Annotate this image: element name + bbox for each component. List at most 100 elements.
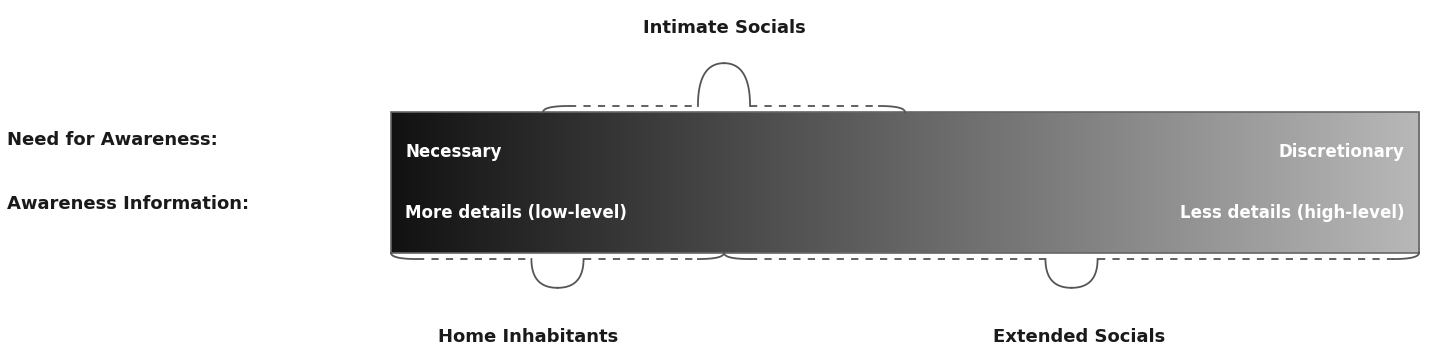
Bar xyxy=(445,112,447,253)
Bar xyxy=(450,112,453,253)
Bar xyxy=(1006,112,1008,253)
Bar xyxy=(1125,112,1128,253)
Text: Awareness Information:: Awareness Information: xyxy=(7,194,249,213)
Bar xyxy=(1021,112,1022,253)
Bar xyxy=(1102,112,1105,253)
Bar xyxy=(495,112,498,253)
Bar xyxy=(1239,112,1242,253)
Bar xyxy=(1190,112,1193,253)
Bar xyxy=(982,112,983,253)
Bar xyxy=(401,112,404,253)
Bar xyxy=(617,112,620,253)
Bar xyxy=(685,112,688,253)
Bar xyxy=(1022,112,1025,253)
Bar xyxy=(864,112,867,253)
Bar xyxy=(1032,112,1035,253)
Bar xyxy=(1018,112,1021,253)
Bar xyxy=(715,112,718,253)
Bar xyxy=(578,112,581,253)
Bar xyxy=(1150,112,1153,253)
Bar xyxy=(891,112,893,253)
Bar xyxy=(681,112,683,253)
Bar xyxy=(1174,112,1177,253)
Bar xyxy=(875,112,877,253)
Bar xyxy=(720,112,723,253)
Bar xyxy=(705,112,708,253)
Bar xyxy=(1261,112,1264,253)
Bar xyxy=(1357,112,1360,253)
Bar xyxy=(1041,112,1044,253)
Bar xyxy=(786,112,789,253)
Bar xyxy=(1351,112,1354,253)
Bar xyxy=(691,112,694,253)
Bar xyxy=(602,112,605,253)
Bar xyxy=(1187,112,1189,253)
Bar xyxy=(914,112,917,253)
Bar xyxy=(586,112,589,253)
Bar xyxy=(610,112,611,253)
Bar xyxy=(827,112,830,253)
Bar xyxy=(1253,112,1255,253)
Bar xyxy=(783,112,786,253)
Bar xyxy=(1031,112,1034,253)
Bar xyxy=(1224,112,1226,253)
Bar xyxy=(573,112,576,253)
Bar xyxy=(822,112,825,253)
Bar xyxy=(1271,112,1274,253)
Bar xyxy=(699,112,702,253)
Bar xyxy=(1394,112,1397,253)
Bar xyxy=(1302,112,1305,253)
Bar xyxy=(1045,112,1047,253)
Bar xyxy=(870,112,873,253)
Bar xyxy=(1197,112,1200,253)
Bar xyxy=(1135,112,1138,253)
Bar xyxy=(1308,112,1310,253)
Bar xyxy=(694,112,696,253)
Bar xyxy=(537,112,540,253)
Bar xyxy=(710,112,712,253)
Bar xyxy=(1056,112,1058,253)
Bar xyxy=(924,112,927,253)
Bar xyxy=(977,112,980,253)
Bar xyxy=(1413,112,1416,253)
Bar xyxy=(866,112,869,253)
Bar xyxy=(468,112,469,253)
Bar xyxy=(754,112,757,253)
Bar xyxy=(1303,112,1306,253)
Bar xyxy=(749,112,752,253)
Bar xyxy=(1169,112,1171,253)
Bar xyxy=(1199,112,1202,253)
Bar xyxy=(1134,112,1137,253)
Bar xyxy=(665,112,668,253)
Bar xyxy=(854,112,856,253)
Bar xyxy=(1281,112,1284,253)
Bar xyxy=(613,112,615,253)
Bar xyxy=(1263,112,1266,253)
Bar xyxy=(581,112,584,253)
Bar xyxy=(899,112,902,253)
Bar xyxy=(867,112,870,253)
Bar xyxy=(1073,112,1076,253)
Bar xyxy=(397,112,400,253)
Bar xyxy=(471,112,473,253)
Bar xyxy=(559,112,562,253)
Bar xyxy=(654,112,657,253)
Bar xyxy=(563,112,566,253)
Bar xyxy=(531,112,533,253)
Bar xyxy=(489,112,492,253)
Bar xyxy=(1047,112,1050,253)
Bar xyxy=(552,112,555,253)
Bar xyxy=(1418,112,1419,253)
Bar xyxy=(405,112,408,253)
Bar xyxy=(1145,112,1148,253)
Bar xyxy=(1085,112,1086,253)
Bar xyxy=(1399,112,1402,253)
Bar xyxy=(675,112,678,253)
Bar xyxy=(460,112,463,253)
Bar xyxy=(1070,112,1073,253)
Bar xyxy=(463,112,466,253)
Bar xyxy=(1273,112,1276,253)
Bar xyxy=(1095,112,1098,253)
Bar xyxy=(539,112,542,253)
Bar xyxy=(1415,112,1418,253)
